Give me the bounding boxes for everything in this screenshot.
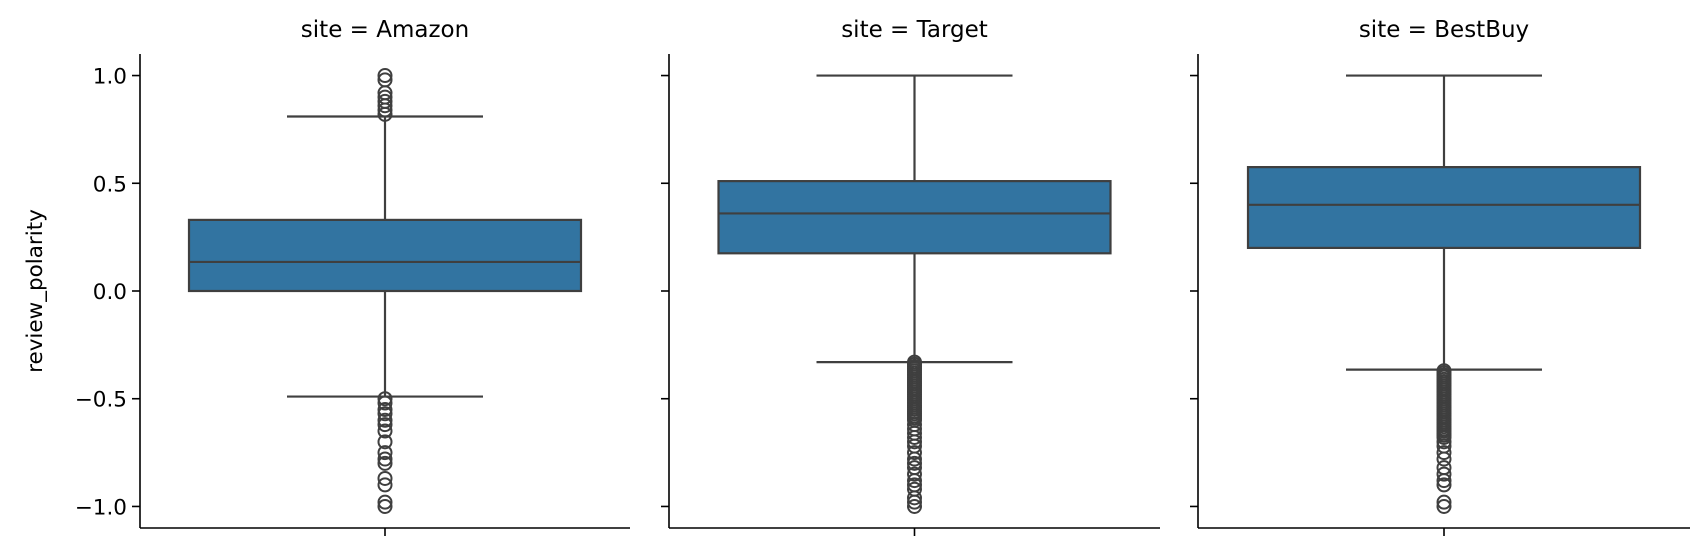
panel-1-outlier	[377, 412, 393, 428]
panel-2-outlier	[907, 430, 922, 446]
panel-2-outlier	[907, 451, 922, 467]
panel-1-outlier	[377, 470, 393, 486]
panel-1-outlier	[377, 68, 393, 84]
panel-2-outlier	[907, 473, 922, 489]
panel-2-outlier	[907, 498, 922, 514]
panel-1-outlier	[377, 406, 393, 422]
panel-3-outlier	[1436, 430, 1452, 446]
y-axis-label: review_polarity	[23, 209, 48, 373]
panel-2-box	[717, 180, 1112, 255]
panel-2-title: site = Target	[841, 17, 988, 43]
panel-3-outlier	[1436, 466, 1452, 482]
panel-1-title: site = Amazon	[301, 17, 469, 43]
panel-2-outlier	[907, 434, 922, 450]
panel-2-outlier	[907, 445, 922, 461]
panel-3-box	[1246, 166, 1642, 250]
panel-3-outlier	[1436, 498, 1452, 514]
panel-1-outlier	[377, 417, 393, 433]
panel-3-outlier	[1436, 445, 1452, 461]
y-tick-label: 1.0	[93, 65, 127, 90]
y-tick-label: −0.5	[75, 388, 127, 413]
panel-1-outlier	[377, 89, 393, 105]
panel-3-outlier	[1436, 494, 1452, 510]
panel-1-outlier	[377, 477, 393, 493]
panel-1-outlier	[377, 498, 393, 514]
panel-2-outlier	[907, 490, 922, 506]
panel-1-outlier	[377, 93, 393, 109]
panel-1-outlier	[377, 402, 393, 417]
panel-1-outlier	[377, 494, 393, 510]
panel-2-outlier	[907, 494, 922, 510]
panel-1-box	[187, 218, 583, 293]
y-tick-label: 0.5	[93, 172, 127, 197]
panel-1-outlier	[377, 423, 393, 439]
panel-1-outlier	[377, 434, 393, 450]
panel-3-outlier	[1436, 451, 1452, 467]
panel-3-outlier	[1436, 434, 1452, 450]
panel-2-outlier	[907, 455, 922, 471]
panel-3-title: site = BestBuy	[1359, 17, 1529, 43]
panel-1-outlier	[377, 395, 393, 411]
y-tick-label: 0.0	[93, 280, 127, 305]
panel-3-outlier	[1436, 477, 1452, 493]
panel-1-outlier	[377, 445, 393, 461]
panel-1-outlier	[377, 455, 393, 471]
y-tick-label: −1.0	[75, 495, 127, 520]
panel-1-outlier	[377, 72, 393, 88]
panel-2-outlier	[907, 466, 922, 482]
panel-3-outlier	[1436, 473, 1452, 489]
panel-1-outlier	[377, 391, 393, 407]
panel-1-outlier	[377, 451, 393, 467]
